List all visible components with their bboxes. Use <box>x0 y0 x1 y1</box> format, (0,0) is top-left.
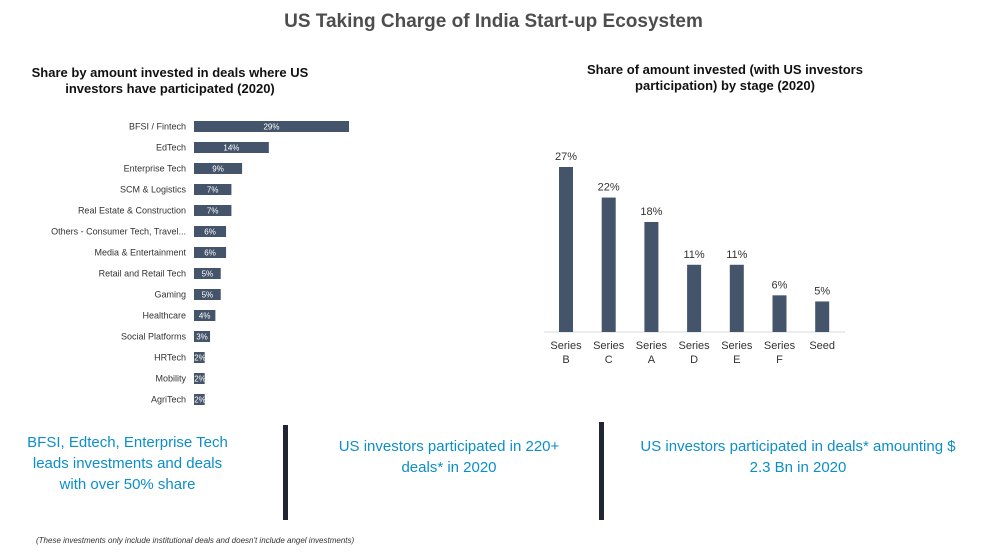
bar <box>644 222 659 332</box>
bar <box>194 142 269 153</box>
callout-divider <box>599 422 604 520</box>
bar <box>194 247 227 258</box>
data-label: 7% <box>207 207 219 216</box>
data-label: 5% <box>814 285 830 297</box>
category-label: EdTech <box>156 143 186 153</box>
footnote: (These investments only include institut… <box>36 536 355 545</box>
category-label: B <box>562 354 569 366</box>
category-label: Series <box>636 340 668 352</box>
category-label: SCM & Logistics <box>120 185 187 195</box>
data-label: 5% <box>202 270 214 279</box>
data-label: 2% <box>194 396 206 405</box>
category-label: D <box>690 354 698 366</box>
data-label: 27% <box>555 151 577 163</box>
data-label: 18% <box>640 206 662 218</box>
stage-share-bar-chart: 27% Series B 22% Series C 18% Series A 11% Series D… <box>544 151 845 366</box>
bar <box>772 295 787 332</box>
bar <box>194 373 205 384</box>
callout-deal-amount: US investors participated in deals* amou… <box>640 438 956 476</box>
data-label: 11% <box>726 249 747 261</box>
category-label: Social Platforms <box>121 332 187 342</box>
data-label: 5% <box>202 291 214 300</box>
category-label: F <box>776 354 783 366</box>
bar <box>194 226 227 237</box>
data-label: 3% <box>196 333 208 342</box>
data-label: 7% <box>207 186 219 195</box>
bar <box>194 184 232 195</box>
data-label: 29% <box>263 123 279 132</box>
bar <box>729 264 744 332</box>
category-label: Seed <box>809 340 835 352</box>
data-label: 22% <box>598 182 620 194</box>
category-label: Gaming <box>154 290 186 300</box>
data-label: 6% <box>204 249 216 258</box>
callout-sector-leaders: BFSI, Edtech, Enterprise Tech leads inve… <box>27 434 228 493</box>
category-label: Series <box>679 340 711 352</box>
category-label: A <box>648 354 656 366</box>
data-label: 11% <box>683 249 704 261</box>
category-label: Series <box>593 340 625 352</box>
category-label: Series <box>764 340 796 352</box>
data-label: 2% <box>194 354 206 363</box>
category-label: BFSI / Fintech <box>129 122 186 132</box>
bar <box>194 205 232 216</box>
bar <box>194 310 216 321</box>
bar <box>194 352 205 363</box>
data-label: 6% <box>204 228 216 237</box>
bar <box>194 163 243 174</box>
category-label: Others - Consumer Tech, Travel... <box>51 227 186 237</box>
category-label: C <box>605 354 613 366</box>
category-label: Series <box>721 340 753 352</box>
bar <box>194 268 221 279</box>
data-label: 9% <box>212 165 224 174</box>
sector-share-bar-chart: BFSI / Fintech 29% EdTech 14% Enterprise Tec… <box>51 121 349 405</box>
category-label: Series <box>550 340 582 352</box>
bar <box>194 394 205 405</box>
category-label: Mobility <box>155 374 186 384</box>
category-label: Media & Entertainment <box>94 248 186 258</box>
category-label: Retail and Retail Tech <box>99 269 186 279</box>
category-label: E <box>733 354 740 366</box>
data-label: 14% <box>223 144 239 153</box>
page-title: US Taking Charge of India Start-up Ecosy… <box>284 11 703 32</box>
bar <box>687 264 702 332</box>
bar <box>194 121 349 132</box>
category-label: HRTech <box>154 353 186 363</box>
data-label: 4% <box>199 312 211 321</box>
data-label: 6% <box>772 279 788 291</box>
data-label: 2% <box>194 375 206 384</box>
bar <box>194 331 211 342</box>
bar <box>559 167 573 332</box>
right-chart-title: Share of amount invested (with US invest… <box>587 62 863 93</box>
bar <box>815 301 830 332</box>
bar <box>194 289 221 300</box>
left-chart-title: Share by amount invested in deals where … <box>31 65 309 96</box>
callout-divider <box>283 425 288 520</box>
category-label: AgriTech <box>151 395 186 405</box>
bar <box>601 197 616 332</box>
category-label: Enterprise Tech <box>124 164 186 174</box>
category-label: Real Estate & Construction <box>78 206 186 216</box>
category-label: Healthcare <box>142 311 186 321</box>
callout-deal-count: US investors participated in 220+ deals*… <box>338 438 560 476</box>
